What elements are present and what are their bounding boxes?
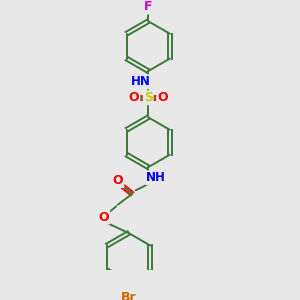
- Text: O: O: [129, 91, 139, 104]
- Text: O: O: [98, 211, 109, 224]
- Text: O: O: [112, 174, 123, 187]
- Text: NH: NH: [146, 171, 166, 184]
- Text: O: O: [157, 91, 168, 104]
- Text: HN: HN: [131, 75, 151, 88]
- Text: F: F: [144, 1, 152, 13]
- Text: S: S: [144, 91, 153, 104]
- Text: Br: Br: [121, 291, 136, 300]
